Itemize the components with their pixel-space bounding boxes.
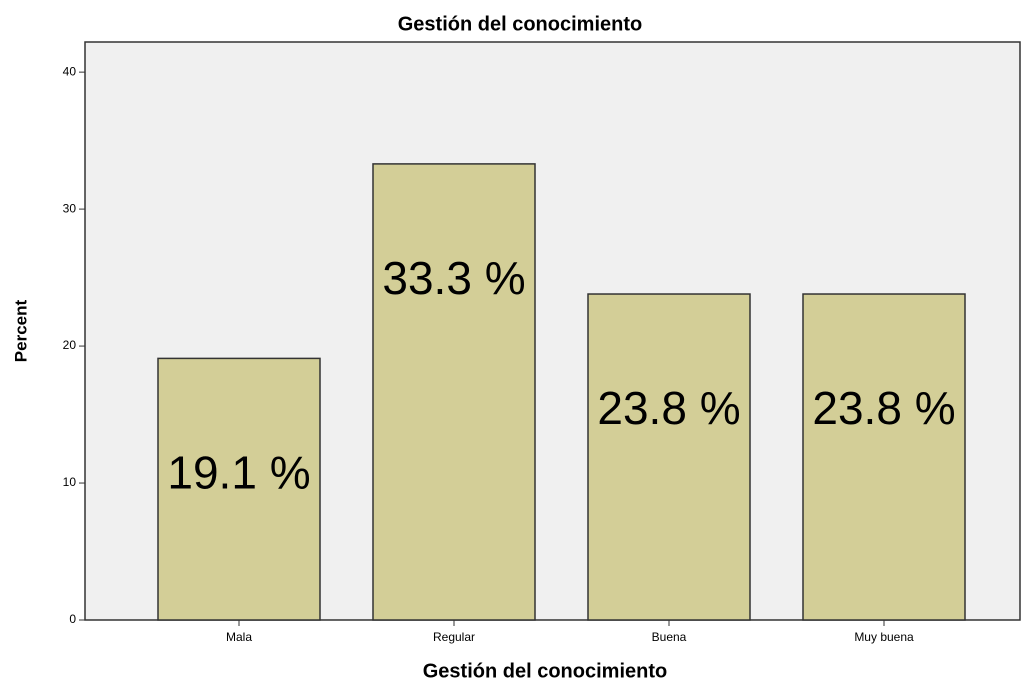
- y-tick-label: 40: [63, 64, 77, 78]
- y-axis-title: Percent: [11, 299, 30, 362]
- bar: [802, 293, 966, 621]
- x-tick-label: Regular: [433, 630, 475, 644]
- y-tick-label: 30: [63, 201, 77, 215]
- x-tick-label: Mala: [226, 630, 252, 644]
- value-label: 19.1 %: [167, 447, 310, 499]
- value-label: 23.8 %: [812, 382, 955, 434]
- x-axis-title: Gestión del conocimiento: [423, 660, 667, 682]
- y-tick-label: 10: [63, 475, 77, 489]
- x-tick-label: Buena: [652, 630, 687, 644]
- bar: [587, 293, 751, 621]
- value-label: 33.3 %: [382, 252, 525, 304]
- bar: [372, 163, 536, 621]
- chart-title: Gestión del conocimiento: [398, 13, 642, 35]
- value-label: 23.8 %: [597, 382, 740, 434]
- y-tick-label: 0: [69, 612, 76, 626]
- x-tick-label: Muy buena: [854, 630, 914, 644]
- y-tick-label: 20: [63, 338, 77, 352]
